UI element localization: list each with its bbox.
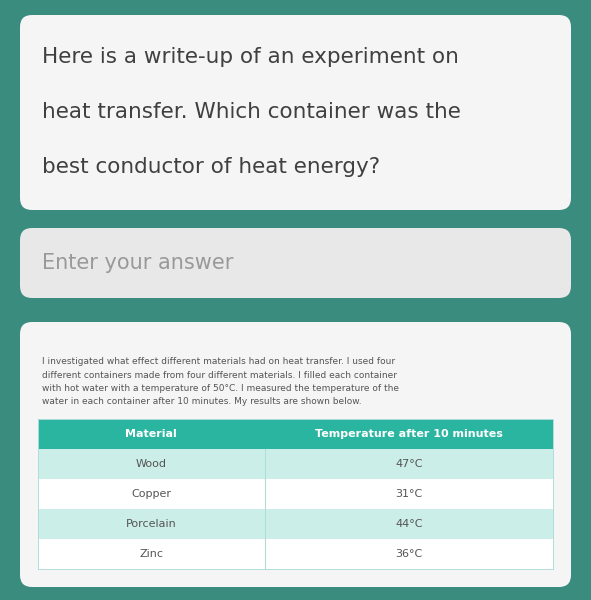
Text: Material: Material bbox=[125, 429, 177, 439]
Text: 47°C: 47°C bbox=[395, 459, 423, 469]
Text: Here is a write-up of an experiment on: Here is a write-up of an experiment on bbox=[42, 47, 459, 67]
FancyBboxPatch shape bbox=[38, 509, 553, 539]
FancyBboxPatch shape bbox=[20, 15, 571, 210]
Text: Copper: Copper bbox=[131, 489, 171, 499]
FancyBboxPatch shape bbox=[265, 419, 553, 449]
FancyBboxPatch shape bbox=[38, 449, 553, 479]
Text: Zinc: Zinc bbox=[139, 549, 163, 559]
Text: different containers made from four different materials. I filled each container: different containers made from four diff… bbox=[42, 370, 397, 379]
Text: I investigated what effect different materials had on heat transfer. I used four: I investigated what effect different mat… bbox=[42, 357, 395, 366]
Bar bbox=[38, 419, 553, 569]
Text: Temperature after 10 minutes: Temperature after 10 minutes bbox=[315, 429, 503, 439]
Text: heat transfer. Which container was the: heat transfer. Which container was the bbox=[42, 102, 461, 122]
Text: water in each container after 10 minutes. My results are shown below.: water in each container after 10 minutes… bbox=[42, 397, 362, 407]
FancyBboxPatch shape bbox=[20, 228, 571, 298]
Text: 31°C: 31°C bbox=[395, 489, 423, 499]
Text: 44°C: 44°C bbox=[395, 519, 423, 529]
Text: Porcelain: Porcelain bbox=[126, 519, 177, 529]
Text: Wood: Wood bbox=[136, 459, 167, 469]
Text: with hot water with a temperature of 50°C. I measured the temperature of the: with hot water with a temperature of 50°… bbox=[42, 384, 399, 393]
FancyBboxPatch shape bbox=[38, 419, 265, 449]
Text: best conductor of heat energy?: best conductor of heat energy? bbox=[42, 157, 380, 177]
FancyBboxPatch shape bbox=[20, 322, 571, 587]
Text: Enter your answer: Enter your answer bbox=[42, 253, 233, 273]
FancyBboxPatch shape bbox=[38, 479, 553, 509]
FancyBboxPatch shape bbox=[38, 539, 553, 569]
Text: 36°C: 36°C bbox=[395, 549, 423, 559]
